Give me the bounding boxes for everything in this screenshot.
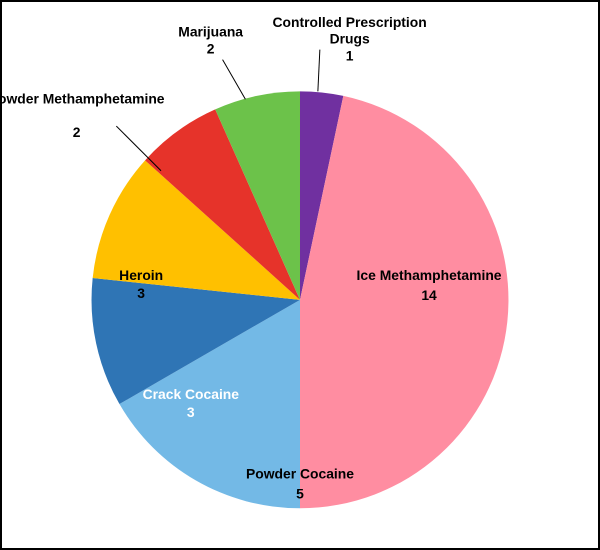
slice-value-6: 2 xyxy=(207,41,215,57)
slice-value-1: 14 xyxy=(421,287,437,303)
slice-label-4: Heroin xyxy=(119,267,163,283)
slice-value-4: 3 xyxy=(137,285,145,301)
leader-line-0 xyxy=(318,50,320,92)
slice-value-0: 1 xyxy=(346,48,354,64)
pie-slice-1 xyxy=(300,96,508,508)
leader-line-6 xyxy=(223,60,246,100)
slice-value-5: 2 xyxy=(73,124,81,140)
slice-label-0-line0: Controlled Prescription xyxy=(273,14,427,30)
slice-label-2: Powder Cocaine xyxy=(246,466,354,482)
slice-label-5-line0: Powder Methamphetamine xyxy=(2,90,165,106)
pie-chart: Controlled PrescriptionDrugs1 Ice Methamp… xyxy=(2,2,598,548)
slice-label-6: Marijuana xyxy=(178,24,243,40)
slice-label-1: Ice Methamphetamine xyxy=(357,267,502,283)
slice-label-3: Crack Cocaine xyxy=(143,386,240,402)
slice-label-0-line1: Drugs xyxy=(330,31,370,47)
chart-frame: { "chart": { "type": "pie", "width": 600… xyxy=(0,0,600,550)
leader-line-5 xyxy=(116,126,161,171)
slice-value-3: 3 xyxy=(187,404,195,420)
slice-value-2: 5 xyxy=(296,485,304,501)
